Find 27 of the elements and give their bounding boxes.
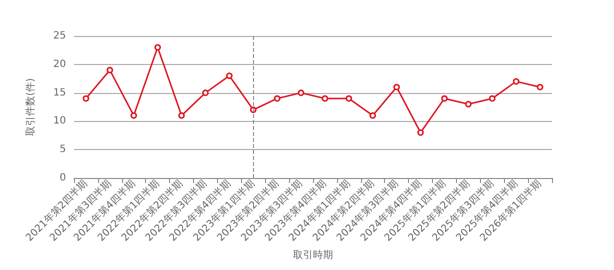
point [370,112,376,119]
point [202,90,209,96]
y-tick-label: 25 [53,30,66,42]
point [512,78,520,85]
point [298,90,304,96]
point [417,129,424,136]
y-tick-label: 10 [53,116,66,127]
x-axis-title: 取引時期 [293,248,333,261]
point [346,95,352,102]
point [154,44,161,51]
point [393,84,400,90]
point [82,95,90,102]
y-tick-label: 0 [60,172,66,184]
point [106,66,114,74]
y-tick-label: 20 [53,58,66,70]
point [489,95,496,102]
point [536,84,544,90]
y-tick-label: 15 [53,87,66,98]
point [274,95,280,102]
point [322,95,328,102]
y-tick-label: 5 [60,144,66,156]
y-axis-title: 取引件数(件) [26,78,36,136]
point [130,112,137,119]
point [465,100,472,108]
point [226,72,233,80]
point [441,95,448,102]
point [178,112,185,119]
